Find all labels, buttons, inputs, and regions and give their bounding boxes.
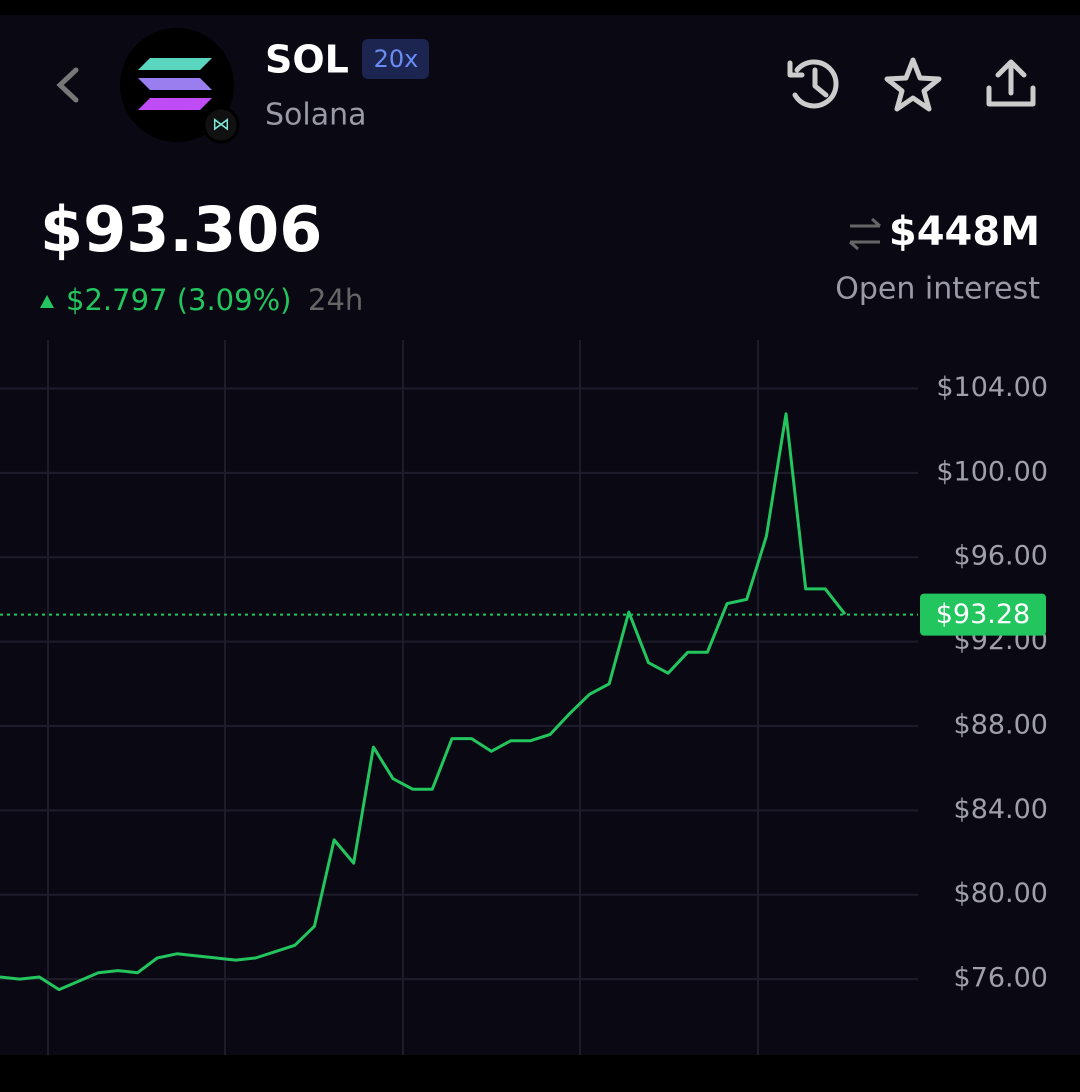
open-interest-label: Open interest xyxy=(835,272,1040,307)
price-change: $2.797 (3.09%) xyxy=(66,283,291,317)
y-tick-label: $88.00 xyxy=(954,709,1048,740)
y-tick-label: $96.00 xyxy=(954,541,1048,572)
open-interest-value: $448M xyxy=(889,209,1040,255)
current-price-label: $93.28 xyxy=(936,599,1030,630)
share-button[interactable] xyxy=(986,59,1036,107)
background xyxy=(0,15,1080,1055)
y-tick-label: $104.00 xyxy=(936,372,1048,403)
sol-icon xyxy=(138,58,212,110)
symbol: SOL xyxy=(265,38,349,82)
y-tick-label: $80.00 xyxy=(954,878,1048,909)
asset-name: Solana xyxy=(265,98,367,133)
badge-icon: ⋈ xyxy=(212,114,230,135)
leverage-badge xyxy=(362,39,429,79)
leverage: 20x xyxy=(374,45,419,73)
exchange-badge xyxy=(202,106,240,144)
price-line xyxy=(0,412,847,992)
favorite-button[interactable] xyxy=(884,57,942,112)
current-price-tag xyxy=(920,593,1046,636)
swap-icon xyxy=(849,217,881,251)
y-tick-label: $84.00 xyxy=(954,794,1048,825)
last-price: $93.306 xyxy=(40,193,322,266)
back-button[interactable] xyxy=(56,67,79,103)
time-grid xyxy=(47,340,759,1055)
history-button[interactable] xyxy=(787,59,839,109)
up-arrow xyxy=(40,295,54,308)
y-tick-label: $76.00 xyxy=(954,963,1048,994)
change-period: 24h xyxy=(308,283,363,317)
y-tick-label: $100.00 xyxy=(936,456,1048,487)
